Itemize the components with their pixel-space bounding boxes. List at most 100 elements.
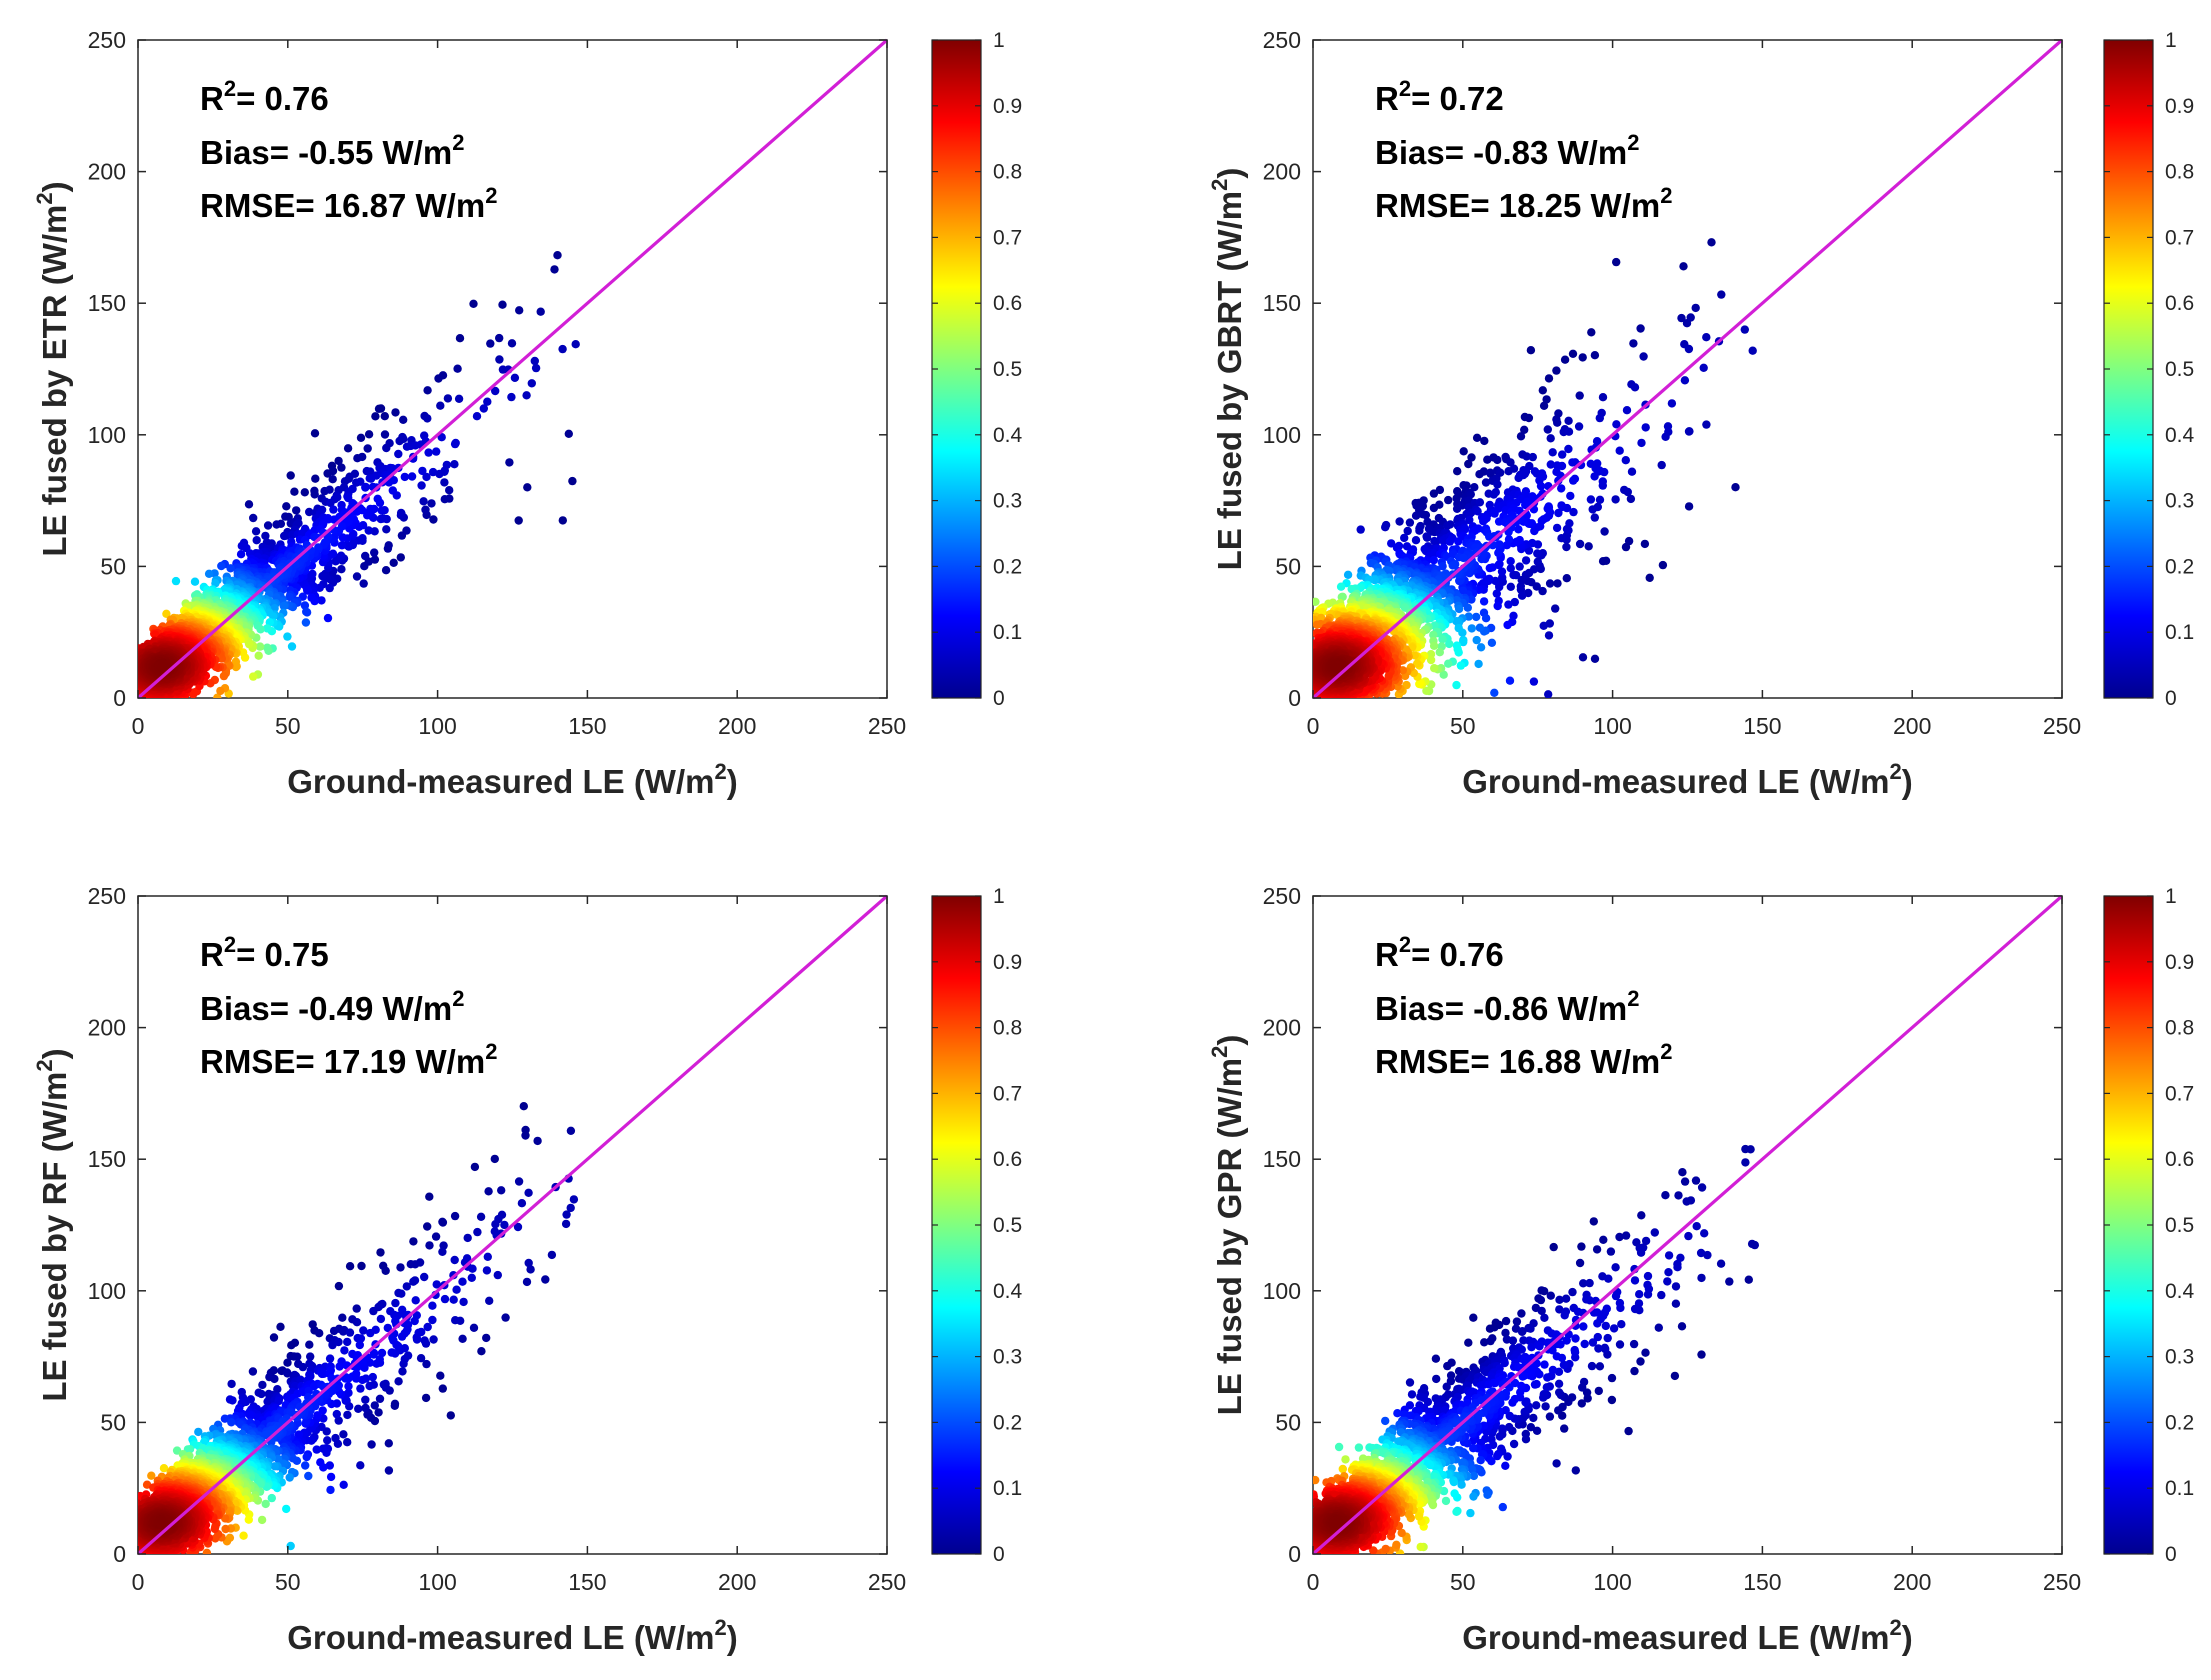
scatter-point — [1557, 501, 1566, 510]
scatter-point — [438, 371, 448, 380]
scatter-point — [1598, 477, 1608, 486]
scatter-point — [1430, 664, 1439, 673]
scatter-point — [1473, 507, 1482, 516]
scatter-point — [1481, 478, 1491, 487]
scatter-point — [1578, 353, 1587, 362]
scatter-point — [1458, 586, 1468, 595]
scatter-point — [505, 458, 514, 467]
scatter-point — [1438, 635, 1447, 644]
scatter-point — [290, 487, 299, 496]
scatter-point — [366, 504, 375, 514]
scatter-point — [1699, 363, 1708, 372]
scatter-point — [550, 265, 559, 274]
scatter-point — [1546, 434, 1555, 443]
scatter-point — [388, 486, 397, 495]
scatter-point — [451, 438, 460, 448]
scatter-point — [1415, 679, 1424, 689]
scatter-point — [1313, 597, 1320, 606]
scatter-point — [279, 601, 288, 611]
scatter-point — [1702, 420, 1711, 429]
scatter-point — [217, 561, 226, 571]
scatter-point — [495, 355, 504, 364]
scatter-point — [1590, 654, 1600, 663]
scatter-point — [360, 562, 369, 571]
scatter-point — [376, 514, 385, 524]
scatter-point — [226, 564, 235, 573]
scatter-point — [1524, 546, 1534, 555]
scatter-point — [1533, 557, 1543, 566]
scatter-point — [1454, 623, 1463, 633]
scatter-point — [328, 475, 337, 484]
scatter-point — [1472, 635, 1481, 645]
scatter-point — [1564, 444, 1573, 454]
scatter-point — [536, 307, 545, 316]
scatter-point — [363, 444, 372, 453]
scatter-point — [440, 495, 449, 504]
scatter-point — [1543, 425, 1553, 434]
scatter-point — [359, 579, 368, 588]
scatter-point — [1575, 539, 1585, 549]
scatter-point — [427, 499, 436, 508]
scatter-point — [1429, 641, 1439, 650]
scatter-point — [443, 394, 453, 403]
scatter-point — [1680, 376, 1690, 385]
scatter-point — [381, 566, 391, 575]
scatter-point — [1426, 650, 1436, 659]
scatter-point — [1474, 659, 1483, 669]
scatter-point — [1522, 452, 1531, 461]
scatter-point — [391, 408, 400, 417]
scatter-point — [1615, 446, 1624, 455]
scatter-point — [285, 592, 294, 602]
scatter-point — [216, 686, 225, 696]
scatter-point — [1490, 509, 1499, 518]
scatter-point — [382, 525, 391, 534]
scatter-point — [1645, 573, 1654, 582]
scatter-point — [328, 466, 338, 476]
scatter-point — [422, 472, 431, 482]
scatter-point — [407, 472, 417, 481]
scatter-point — [1691, 303, 1700, 313]
scatter-point — [1600, 527, 1609, 536]
scatter-point — [417, 481, 426, 490]
scatter-point — [344, 474, 353, 483]
scatter-point — [1740, 325, 1750, 334]
colorbar-tick-label: 0.6 — [993, 292, 1022, 315]
scatter-point — [1429, 555, 1439, 565]
bias-annotation: Bias= -0.55 W/m2 — [200, 130, 464, 171]
scatter-point — [469, 299, 478, 308]
scatter-point — [1497, 567, 1507, 576]
scatter-point — [1684, 502, 1694, 511]
scatter-point — [1554, 508, 1563, 518]
scatter-point — [352, 572, 362, 581]
scatter-point — [1439, 536, 1448, 546]
scatter-point — [318, 571, 327, 581]
scatter-point — [1553, 579, 1562, 588]
scatter-point — [527, 379, 536, 388]
scatter-point — [190, 577, 200, 586]
scatter-point — [472, 412, 482, 421]
scatter-point — [1489, 490, 1499, 499]
scatter-point — [1717, 290, 1726, 299]
scatter-point — [396, 508, 406, 518]
scatter-point — [1466, 490, 1476, 499]
scatter-point — [1467, 624, 1477, 633]
scatter-point — [1622, 406, 1632, 415]
scatter-point — [380, 412, 389, 421]
scatter-point — [1479, 517, 1488, 526]
scatter-point — [1578, 653, 1588, 662]
scatter-point — [1405, 518, 1415, 527]
y-tick-label: 250 — [88, 27, 126, 53]
scatter-point — [1637, 438, 1646, 448]
scatter-point — [1475, 498, 1485, 507]
scatter-point — [1598, 557, 1608, 566]
scatter-point — [1453, 467, 1462, 476]
scatter-point — [376, 404, 386, 413]
scatter-point — [1453, 645, 1462, 654]
scatter-point — [1521, 570, 1531, 579]
scatter-point — [370, 548, 379, 557]
scatter-point — [1667, 399, 1677, 408]
scatter-point — [1586, 495, 1596, 504]
colorbar-tick-label: 0.2 — [993, 555, 1022, 578]
scatter-point — [326, 498, 335, 508]
scatter-point — [282, 502, 291, 511]
